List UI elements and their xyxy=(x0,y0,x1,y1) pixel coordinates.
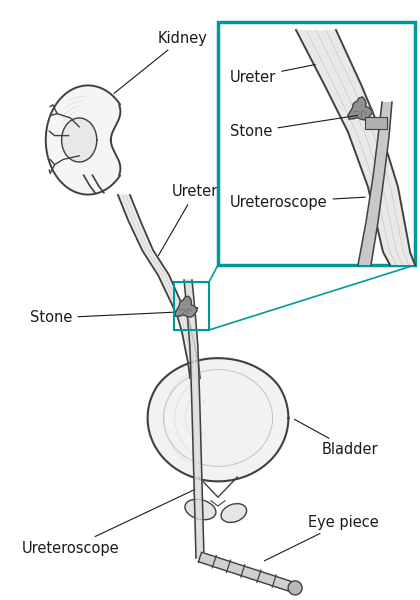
Text: Stone: Stone xyxy=(30,311,175,325)
Text: Kidney: Kidney xyxy=(114,31,208,93)
Polygon shape xyxy=(62,118,97,162)
Polygon shape xyxy=(348,97,373,120)
Text: Ureter: Ureter xyxy=(158,185,218,256)
Polygon shape xyxy=(118,195,200,378)
Bar xyxy=(174,282,209,330)
Polygon shape xyxy=(296,30,415,265)
Text: Bladder: Bladder xyxy=(294,419,378,457)
Ellipse shape xyxy=(185,499,216,520)
Text: Ureteroscope: Ureteroscope xyxy=(22,489,195,556)
Bar xyxy=(365,117,387,129)
Circle shape xyxy=(288,581,302,595)
Text: Stone: Stone xyxy=(230,115,357,139)
Ellipse shape xyxy=(221,503,247,523)
Text: Eye piece: Eye piece xyxy=(265,514,379,561)
Bar xyxy=(218,22,415,265)
Text: Ureteroscope: Ureteroscope xyxy=(230,194,365,209)
Polygon shape xyxy=(184,280,204,558)
Polygon shape xyxy=(175,296,197,317)
Polygon shape xyxy=(199,552,297,593)
Text: Ureter: Ureter xyxy=(230,65,315,85)
Polygon shape xyxy=(147,358,289,481)
Polygon shape xyxy=(46,85,121,194)
Polygon shape xyxy=(358,102,392,265)
